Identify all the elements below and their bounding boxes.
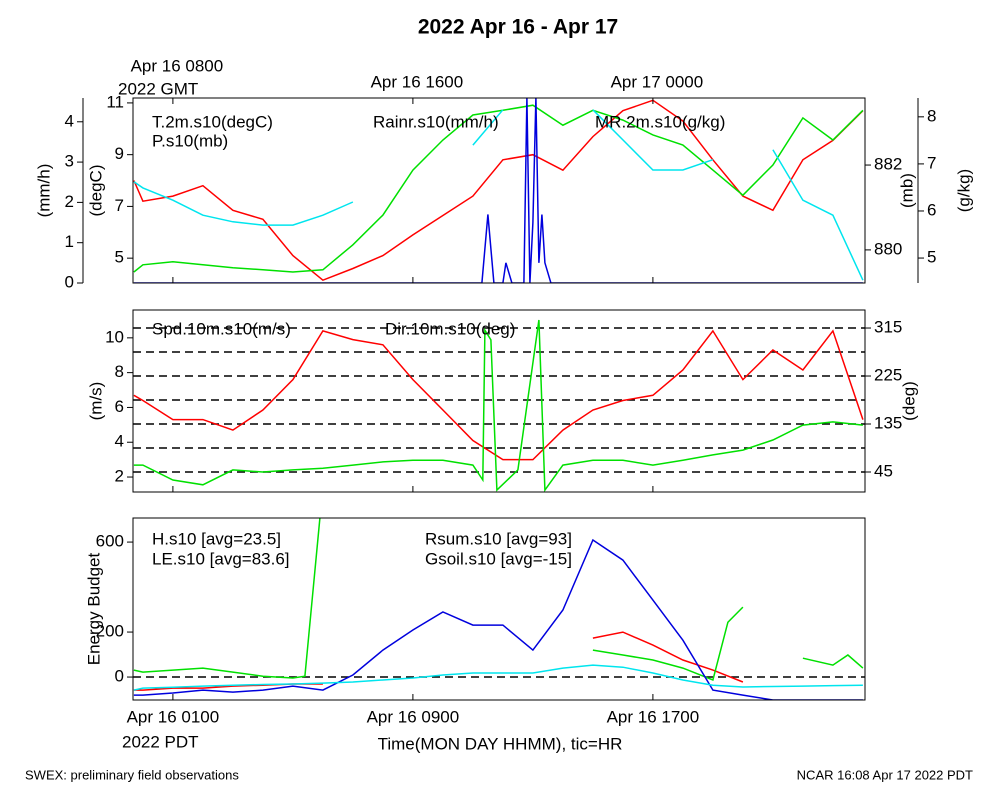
series-group	[133, 319, 864, 492]
y-tick-label: 225	[874, 366, 902, 385]
legend-entry: Spd.10m.s10(m/s)	[152, 319, 291, 338]
y-tick-label: 2	[115, 467, 124, 486]
y-axis-title: Energy Budget	[84, 552, 103, 665]
y-tick-label: 2	[65, 192, 74, 211]
y-tick-label: 8	[115, 362, 124, 381]
y-tick-label: 5	[927, 248, 936, 267]
data-line	[133, 319, 863, 492]
legend-entry: Rsum.s10 [avg=93]	[425, 529, 572, 548]
plot-frame	[132, 517, 866, 701]
y-tick-label: 315	[874, 318, 902, 337]
y-tick-label: 11	[106, 92, 124, 111]
y-axis-title: (mb)	[897, 173, 916, 208]
y-tick-label: 135	[874, 413, 902, 432]
plot-frame	[132, 309, 866, 493]
legend-entry: Rainr.s10(mm/h)	[373, 112, 499, 131]
data-line	[133, 98, 863, 283]
y-tick-label: 10	[105, 327, 124, 346]
y-axis-title: (g/kg)	[954, 169, 973, 212]
top-tick-label: Apr 16 0800	[131, 56, 224, 75]
legend-entry: LE.s10 [avg=83.6]	[152, 549, 290, 568]
data-line	[133, 538, 863, 700]
y-axis-title: (m/s)	[86, 382, 105, 421]
y-tick-label: 3	[65, 152, 74, 171]
y-tick-label: 4	[115, 432, 124, 451]
y-tick-label: 882	[874, 155, 902, 174]
plot-frame	[132, 97, 866, 284]
legend-entry: MR.2m.s10(g/kg)	[595, 112, 725, 131]
data-line	[133, 631, 744, 691]
y-tick-label: 1	[65, 232, 74, 251]
chart-title: 2022 Apr 16 - Apr 17	[418, 16, 618, 39]
series-group	[133, 518, 864, 700]
y-tick-label: 7	[927, 153, 936, 172]
y-tick-label: 8	[927, 106, 936, 125]
y-axis-title: (deg)	[899, 381, 918, 421]
series-group	[133, 98, 864, 283]
data-line	[133, 329, 864, 461]
bottom-zone: 2022 PDT	[122, 732, 199, 751]
y-tick-label: 4	[65, 111, 74, 130]
legend-entry: H.s10 [avg=23.5]	[152, 529, 281, 548]
data-line	[133, 518, 864, 682]
y-tick-label: 200	[96, 622, 124, 641]
legend-entry: P.s10(mb)	[152, 131, 228, 150]
y-tick-label: 880	[874, 239, 902, 258]
data-line	[133, 109, 864, 281]
y-tick-label: 5	[115, 248, 124, 267]
legend-entry: Dir.10m.s10(deg)	[385, 319, 515, 338]
data-line	[133, 664, 863, 691]
y-axis-title: (mm/h)	[34, 164, 53, 218]
footer-right: NCAR 16:08 Apr 17 2022 PDT	[797, 767, 973, 782]
legend-entry: T.2m.s10(degC)	[152, 112, 273, 131]
x-tick-label: Apr 16 0100	[127, 707, 220, 726]
y-tick-label: 6	[115, 397, 124, 416]
y-tick-label: 7	[115, 196, 124, 215]
legend-entry: Gsoil.s10 [avg=-15]	[425, 549, 572, 568]
y-tick-label: 0	[115, 667, 124, 686]
x-tick-label: Apr 16 1700	[607, 707, 700, 726]
top-tick-label: Apr 17 0000	[611, 72, 704, 91]
x-tick-label: Apr 16 0900	[367, 707, 460, 726]
top-zone: 2022 GMT	[118, 79, 198, 98]
y-tick-label: 0	[65, 272, 74, 291]
y-tick-label: 9	[115, 144, 124, 163]
y-axis-title: (degC)	[86, 165, 105, 217]
data-line	[133, 104, 864, 273]
y-tick-label: 45	[874, 461, 893, 480]
footer-left: SWEX: preliminary field observations	[25, 767, 239, 782]
x-axis-title: Time(MON DAY HHMM), tic=HR	[378, 734, 623, 753]
top-tick-label: Apr 16 1600	[371, 72, 464, 91]
y-tick-label: 6	[927, 200, 936, 219]
y-tick-label: 600	[96, 532, 124, 551]
